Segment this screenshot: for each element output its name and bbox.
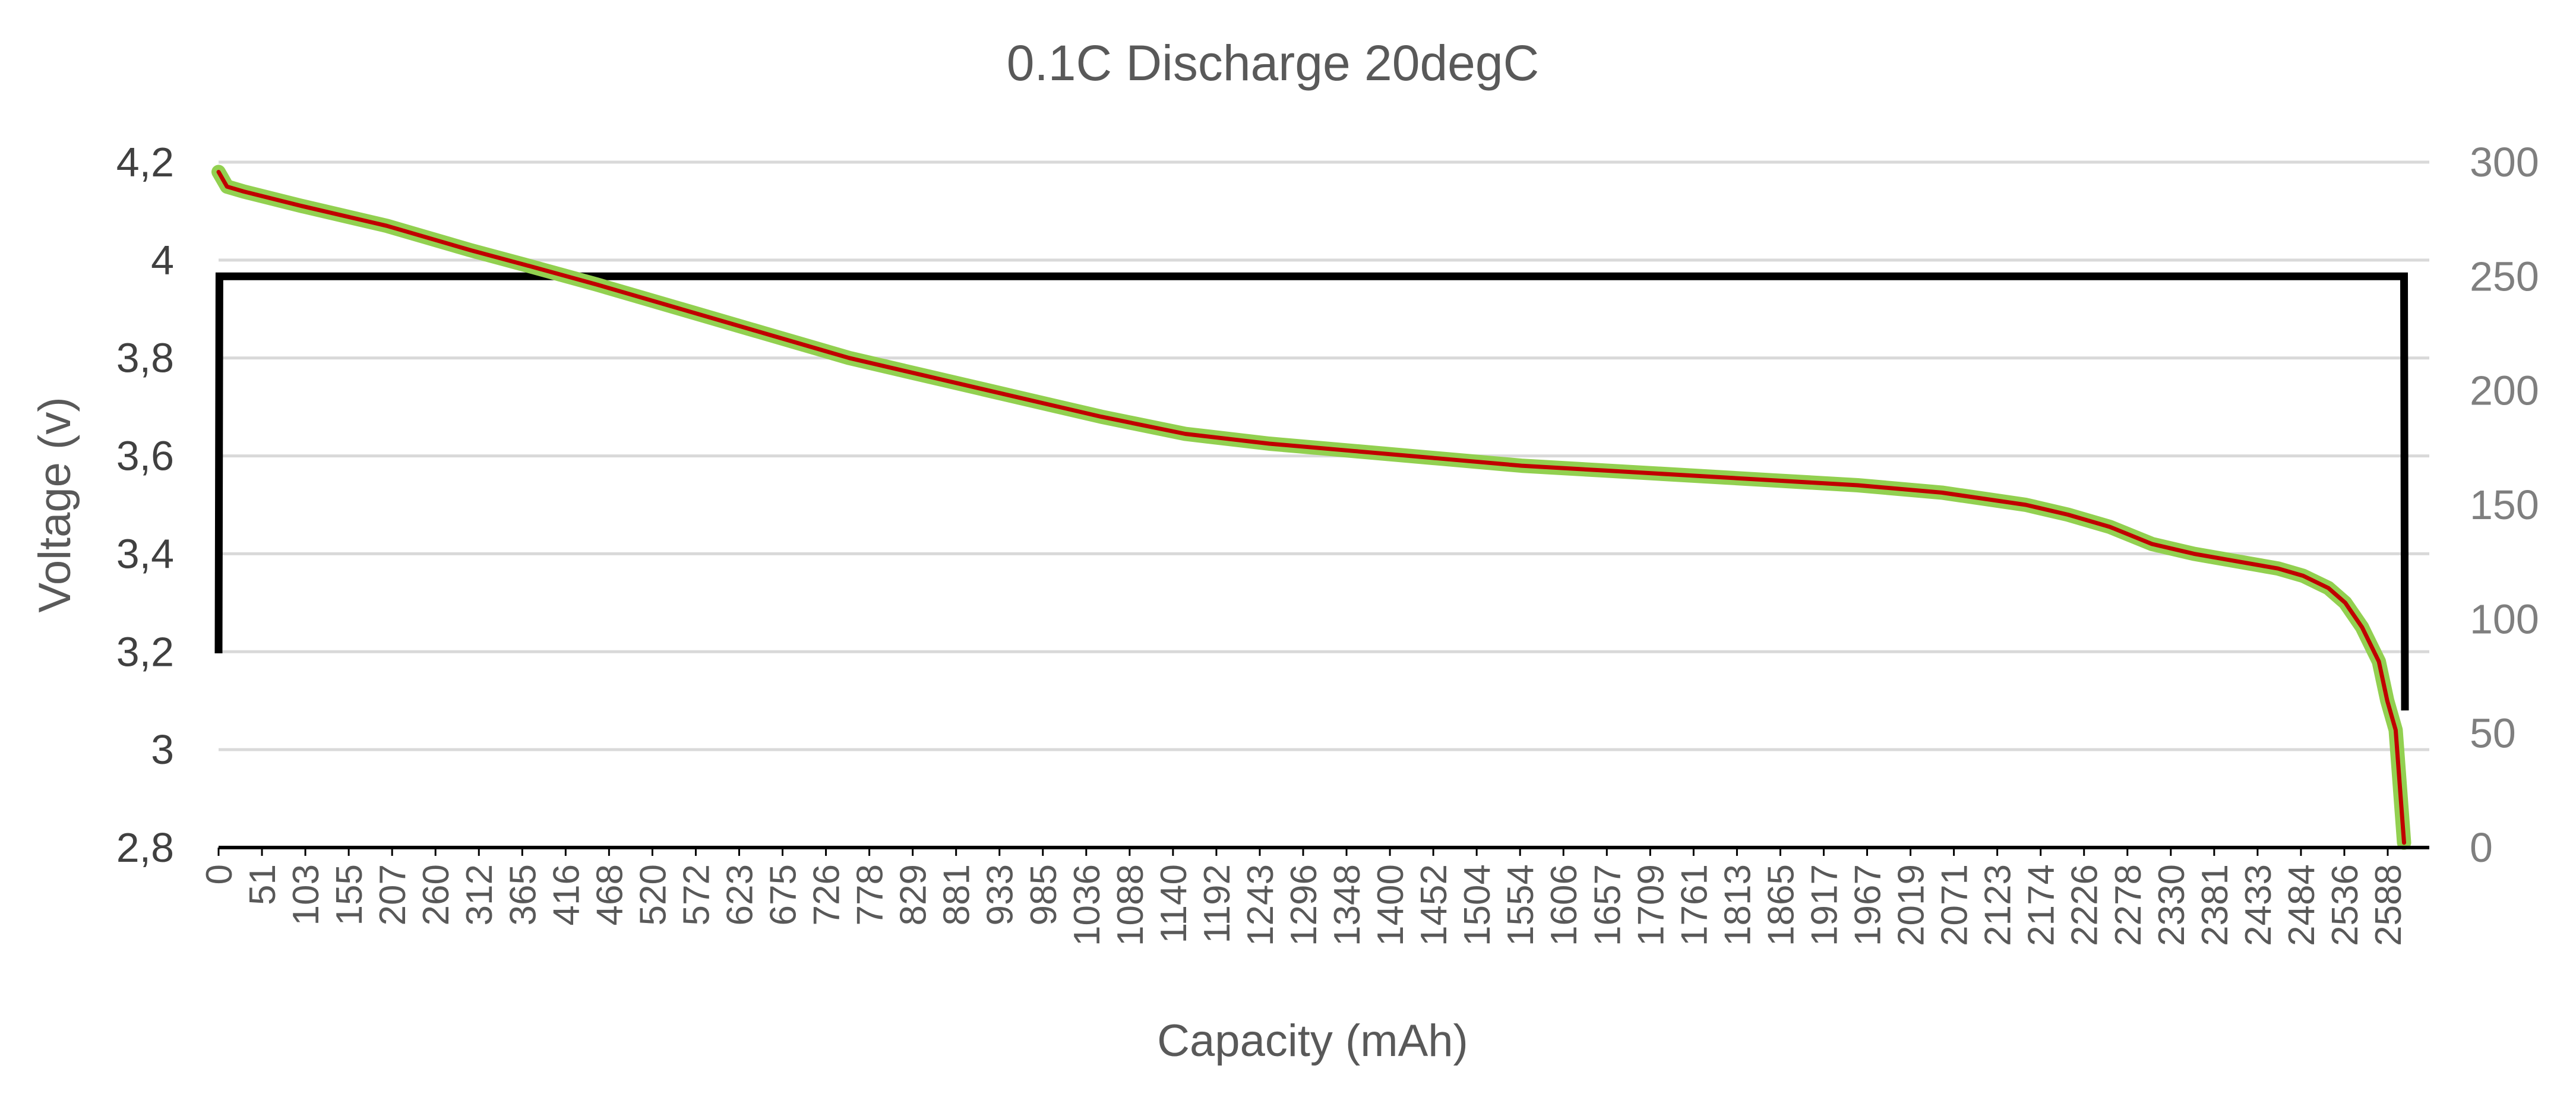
x-tick-label: 2588 (2368, 864, 2409, 946)
x-tick-label: 2433 (2238, 864, 2279, 946)
x-tick-label: 881 (937, 864, 978, 925)
y-tick-label: 3 (151, 726, 174, 773)
x-tick-label: 572 (676, 864, 717, 925)
current-series-line (214, 272, 2409, 711)
x-tick-label: 778 (850, 864, 891, 925)
x-tick-label: 312 (459, 864, 500, 925)
x-tick-label: 933 (980, 864, 1021, 925)
y2-tick-label: 300 (2470, 139, 2539, 185)
x-tick-label: 2536 (2325, 864, 2366, 946)
x-tick-label: 1140 (1153, 864, 1194, 943)
voltage-series-line (216, 170, 2406, 845)
x-tick-label: 1243 (1240, 864, 1281, 946)
y2-tick-label: 100 (2470, 596, 2539, 642)
x-tick-label: 2123 (1978, 864, 2019, 946)
y-tick-label: 4 (151, 237, 174, 283)
x-tick-label: 623 (719, 864, 760, 925)
x-tick-label: 1813 (1717, 864, 1758, 946)
gridlines (219, 160, 2429, 751)
x-tick-label: 1036 (1067, 864, 1108, 946)
x-tick-label: 260 (416, 864, 457, 925)
x-tick-label: 520 (633, 864, 674, 925)
x-tick-label: 365 (502, 864, 543, 925)
x-tick-label: 726 (807, 864, 848, 925)
x-tick-label: 1504 (1457, 864, 1498, 946)
y-tick-label: 4,2 (116, 139, 174, 185)
x-tick-label: 2278 (2108, 864, 2149, 946)
x-axis-title: Capacity (mAh) (1157, 1016, 1468, 1066)
y-tick-label: 3,2 (116, 628, 174, 675)
y2-tick-label: 50 (2470, 710, 2516, 757)
x-tick-label: 1192 (1197, 864, 1238, 943)
x-tick-label: 103 (286, 864, 327, 925)
x-tick-label: 155 (329, 864, 370, 925)
x-tick-label: 2484 (2281, 864, 2322, 946)
x-tick-label: 1967 (1848, 864, 1889, 946)
x-tick-label: 1452 (1414, 864, 1455, 946)
x-tick-label: 1400 (1370, 864, 1411, 946)
y-axis-title: Voltage (v) (30, 397, 80, 612)
y-tick-label: 2,8 (116, 824, 174, 871)
x-tick-label: 1761 (1674, 864, 1715, 946)
x-tick-label: 675 (763, 864, 804, 925)
x-tick-label: 207 (372, 864, 413, 925)
x-tick-label: 2019 (1891, 864, 1932, 946)
x-tick-label: 985 (1023, 864, 1064, 925)
x-tick-label: 0 (199, 864, 240, 884)
x-tick-label: 1865 (1760, 864, 1801, 946)
x-tick-label: 1657 (1587, 864, 1628, 946)
y2-tick-label: 0 (2470, 824, 2493, 871)
y2-tick-label: 150 (2470, 482, 2539, 528)
x-tick-label: 2226 (2065, 864, 2106, 946)
x-tick-label: 51 (242, 864, 283, 905)
x-tick-label: 1296 (1284, 864, 1325, 946)
y-tick-label: 3,6 (116, 433, 174, 479)
x-tick-label: 416 (546, 864, 587, 925)
x-tick-label: 2174 (2021, 864, 2062, 946)
x-tick-label: 2330 (2151, 864, 2192, 946)
x-tick-label: 2071 (1935, 864, 1976, 946)
x-tick-label: 1606 (1544, 864, 1585, 946)
chart-title: 0.1C Discharge 20degC (1007, 35, 1540, 91)
x-tick-label: 468 (589, 864, 630, 925)
x-tick-label: 1554 (1500, 864, 1541, 946)
x-tick-label: 1917 (1804, 864, 1845, 946)
y-tick-label: 3,8 (116, 335, 174, 381)
x-tick-label: 1709 (1630, 864, 1671, 946)
x-tick-label: 1088 (1110, 864, 1151, 946)
series-layer (211, 165, 2411, 850)
y2-tick-label: 200 (2470, 368, 2539, 414)
x-tick-label: 829 (893, 864, 934, 925)
y2-tick-label: 250 (2470, 253, 2539, 299)
x-tick-label: 1348 (1327, 864, 1368, 946)
x-tick-label: 2381 (2195, 864, 2236, 946)
y-tick-label: 3,4 (116, 530, 174, 577)
